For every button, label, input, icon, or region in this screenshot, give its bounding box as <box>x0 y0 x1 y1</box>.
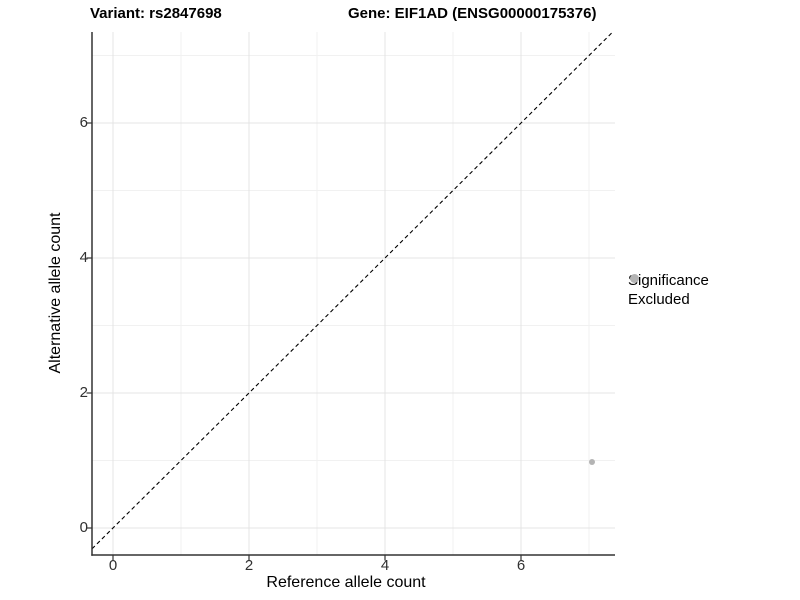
x-tick-label-4: 4 <box>380 557 390 574</box>
y-tick-label-6: 6 <box>79 114 88 131</box>
legend: Significance Excluded <box>628 272 709 308</box>
legend-item-excluded: Excluded <box>628 274 709 308</box>
x-tick-label-6: 6 <box>516 557 526 574</box>
x-axis-ticks <box>112 555 522 561</box>
identity-dashed-line <box>92 32 614 550</box>
x-tick-label-2: 2 <box>244 557 254 574</box>
y-axis-ticks <box>86 122 92 529</box>
y-tick-label-0: 0 <box>79 519 88 536</box>
plot-title-variant: Variant: rs2847698 <box>90 5 222 22</box>
legend-item-label: Excluded <box>628 291 690 308</box>
grid <box>92 32 615 555</box>
plot-title-gene: Gene: EIF1AD (ENSG00000175376) <box>348 5 597 22</box>
x-tick-label-0: 0 <box>108 557 118 574</box>
y-tick-label-4: 4 <box>79 249 88 266</box>
y-axis-title: Alternative allele count <box>47 212 64 374</box>
x-axis-title: Reference allele count <box>266 574 426 591</box>
legend-key-dot-icon <box>630 274 639 283</box>
data-point-excluded <box>589 459 595 465</box>
legend-title: Significance <box>628 272 709 289</box>
y-tick-label-2: 2 <box>79 384 88 401</box>
